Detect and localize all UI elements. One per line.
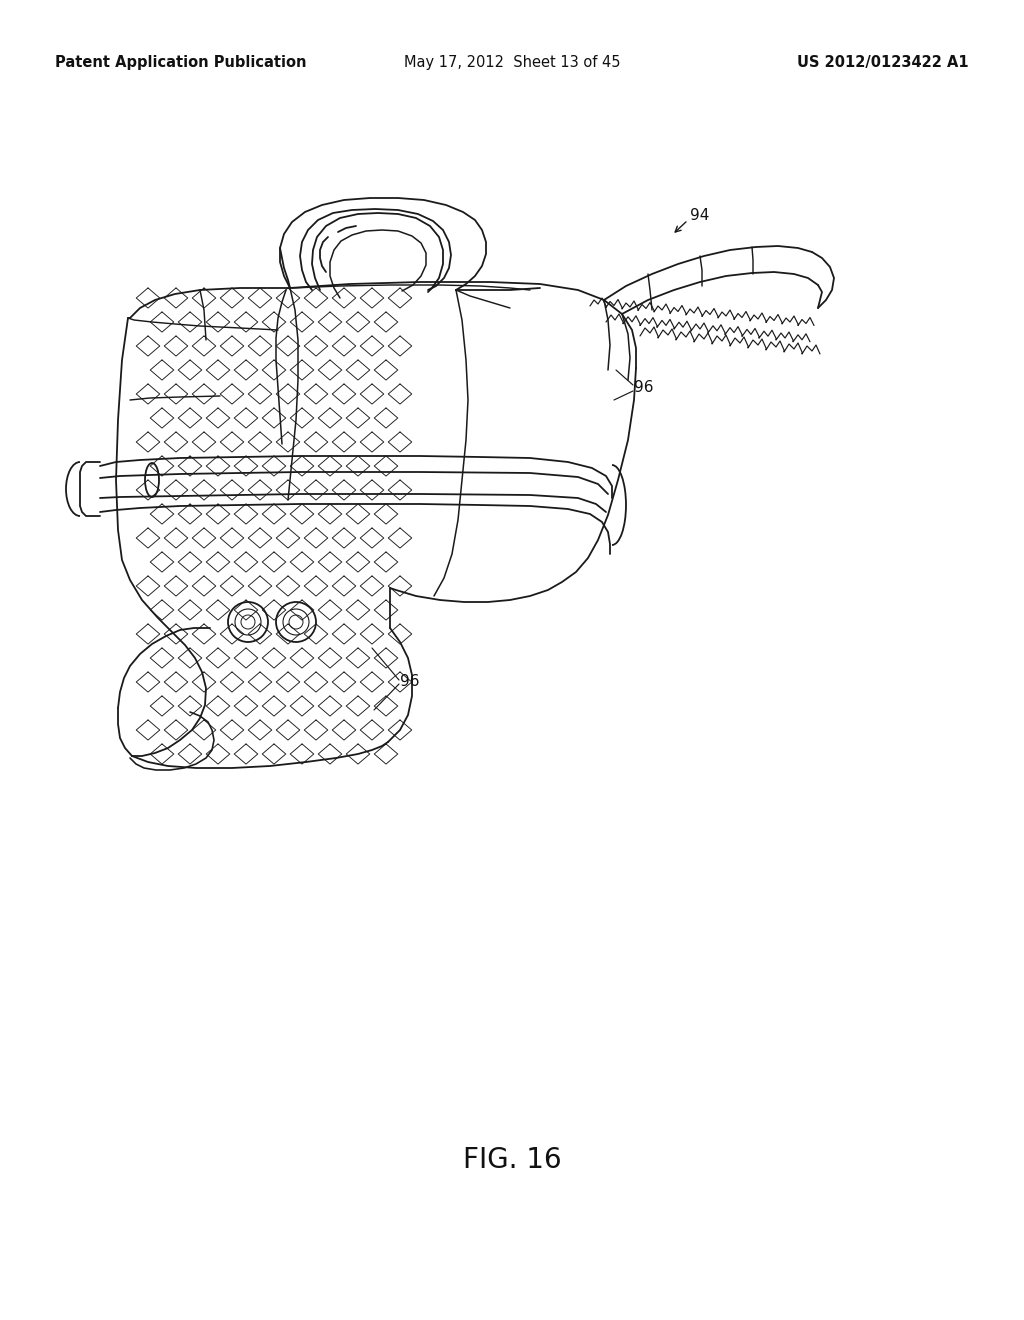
Text: 96: 96 (634, 380, 653, 396)
Text: May 17, 2012  Sheet 13 of 45: May 17, 2012 Sheet 13 of 45 (403, 54, 621, 70)
Text: 94: 94 (690, 209, 710, 223)
Text: FIG. 16: FIG. 16 (463, 1146, 561, 1173)
Text: Patent Application Publication: Patent Application Publication (55, 54, 306, 70)
Text: 96: 96 (400, 675, 420, 689)
Text: US 2012/0123422 A1: US 2012/0123422 A1 (798, 54, 969, 70)
